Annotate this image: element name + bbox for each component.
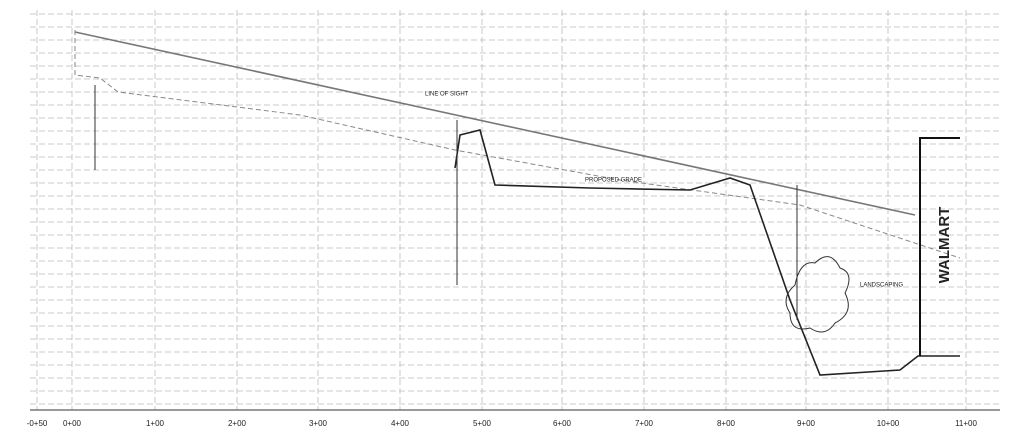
building-outline	[919, 137, 960, 356]
station-label: 10+00	[877, 419, 900, 428]
station-label: 6+00	[553, 419, 572, 428]
annotation: LANDSCAPING	[860, 283, 903, 289]
station-label: 2+00	[228, 419, 247, 428]
tree	[785, 256, 850, 333]
station-label: 0+00	[63, 419, 82, 428]
x-axis: -0+50 0+00 1+00 2+00 3+00 4+00 5+00 6+00 7+00 8+0…	[27, 419, 978, 428]
station-label: -0+50	[27, 419, 48, 428]
station-label: 7+00	[635, 419, 654, 428]
station-label: 9+00	[797, 419, 816, 428]
station-label: 1+00	[146, 419, 165, 428]
building-label: WALMART	[936, 207, 953, 284]
existing-grade	[74, 30, 961, 259]
station-label: 11+00	[955, 419, 977, 428]
station-label: 8+00	[717, 419, 736, 428]
station-label: 3+00	[309, 419, 328, 428]
station-label: 4+00	[391, 419, 410, 428]
annotation: LINE OF SIGHT	[425, 92, 469, 98]
annotation: PROPOSED GRADE	[585, 178, 642, 184]
sight-line	[74, 31, 916, 216]
station-label: 5+00	[473, 419, 492, 428]
proposed-grade	[454, 129, 960, 376]
grid	[30, 10, 1000, 410]
